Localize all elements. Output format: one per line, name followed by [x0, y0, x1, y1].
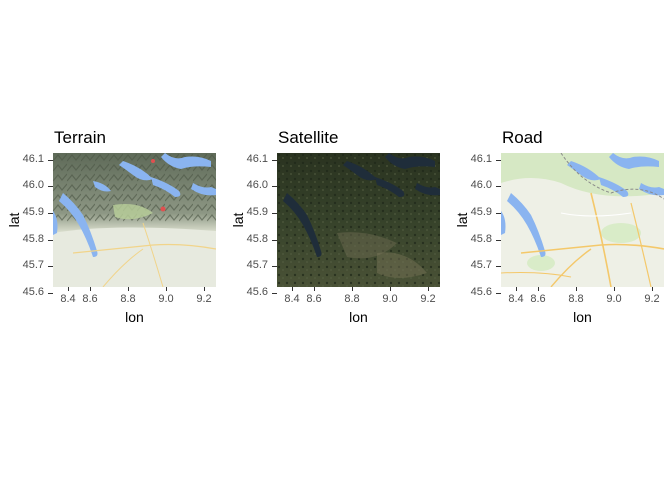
- y-tick-mark: [48, 213, 53, 214]
- y-tick-label: 46.0: [470, 179, 492, 191]
- x-tick-label: 9.0: [382, 293, 398, 305]
- x-tick-mark: [90, 287, 91, 291]
- x-tick-mark: [428, 287, 429, 291]
- panel-title: Satellite: [278, 128, 339, 147]
- x-tick-mark: [652, 287, 653, 291]
- y-tick-mark: [272, 186, 277, 187]
- y-tick-mark: [496, 293, 501, 294]
- y-tick-label: 46.0: [22, 179, 44, 191]
- x-tick-label: 8.8: [344, 293, 360, 305]
- y-tick-mark: [272, 213, 277, 214]
- terrain-map[interactable]: [53, 153, 216, 287]
- y-tick-label: 46.1: [470, 153, 492, 165]
- x-tick-label: 9.0: [158, 293, 174, 305]
- x-tick-mark: [576, 287, 577, 291]
- x-tick-label: 9.2: [420, 293, 436, 305]
- y-tick-label: 45.9: [246, 206, 268, 218]
- x-tick-mark: [352, 287, 353, 291]
- y-tick-label: 46.0: [246, 179, 268, 191]
- x-tick-label: 8.4: [60, 293, 76, 305]
- y-tick-mark: [496, 240, 501, 241]
- x-tick-label: 8.4: [284, 293, 300, 305]
- x-axis-label: lon: [573, 309, 592, 325]
- map-panel-road: Road lat 46.1 46.0 45.9 45.8: [448, 125, 672, 325]
- map-panel-satellite: Satellite lat: [224, 125, 448, 325]
- y-tick-label: 45.8: [470, 233, 492, 245]
- y-tick-mark: [48, 186, 53, 187]
- y-tick-mark: [496, 213, 501, 214]
- y-tick-mark: [272, 160, 277, 161]
- y-tick-label: 46.1: [246, 153, 268, 165]
- y-tick-label: 45.9: [22, 206, 44, 218]
- x-tick-label: 9.2: [196, 293, 212, 305]
- road-map-image: [501, 153, 664, 287]
- y-tick-label: 45.6: [246, 286, 268, 298]
- y-tick-mark: [496, 266, 501, 267]
- y-tick-mark: [48, 160, 53, 161]
- satellite-map-image: [277, 153, 440, 287]
- map-panel-terrain: Terrain lat: [0, 125, 224, 325]
- x-tick-mark: [292, 287, 293, 291]
- x-tick-label: 8.4: [508, 293, 524, 305]
- x-tick-label: 8.8: [568, 293, 584, 305]
- y-tick-label: 45.7: [246, 259, 268, 271]
- x-tick-label: 9.0: [606, 293, 622, 305]
- y-tick-mark: [272, 266, 277, 267]
- y-tick-label: 45.6: [22, 286, 44, 298]
- y-tick-label: 45.8: [22, 233, 44, 245]
- x-tick-mark: [166, 287, 167, 291]
- y-tick-label: 46.1: [22, 153, 44, 165]
- y-tick-mark: [272, 293, 277, 294]
- y-tick-label: 45.9: [470, 206, 492, 218]
- x-tick-mark: [614, 287, 615, 291]
- terrain-map-image: [53, 153, 216, 287]
- y-tick-mark: [48, 266, 53, 267]
- x-tick-label: 8.8: [120, 293, 136, 305]
- x-tick-mark: [516, 287, 517, 291]
- x-tick-mark: [68, 287, 69, 291]
- x-tick-mark: [204, 287, 205, 291]
- y-tick-label: 45.7: [22, 259, 44, 271]
- x-tick-mark: [128, 287, 129, 291]
- y-tick-label: 45.8: [246, 233, 268, 245]
- x-tick-mark: [390, 287, 391, 291]
- y-tick-mark: [496, 186, 501, 187]
- x-tick-label: 9.2: [644, 293, 660, 305]
- y-tick-label: 45.6: [470, 286, 492, 298]
- y-tick-mark: [496, 160, 501, 161]
- y-tick-mark: [48, 240, 53, 241]
- road-map[interactable]: [501, 153, 664, 287]
- panel-title: Terrain: [54, 128, 106, 147]
- x-tick-label: 8.6: [306, 293, 322, 305]
- x-axis-label: lon: [349, 309, 368, 325]
- y-tick-label: 45.7: [470, 259, 492, 271]
- y-tick-mark: [48, 293, 53, 294]
- x-tick-label: 8.6: [530, 293, 546, 305]
- panel-title: Road: [502, 128, 543, 147]
- y-tick-mark: [272, 240, 277, 241]
- x-tick-mark: [538, 287, 539, 291]
- x-tick-mark: [314, 287, 315, 291]
- x-tick-label: 8.6: [82, 293, 98, 305]
- satellite-map[interactable]: [277, 153, 440, 287]
- x-axis-label: lon: [125, 309, 144, 325]
